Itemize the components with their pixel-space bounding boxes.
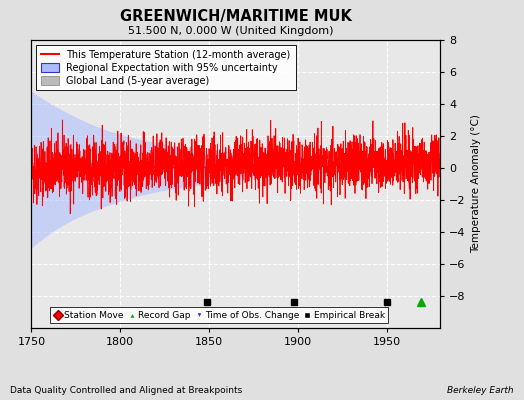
Text: Berkeley Earth: Berkeley Earth <box>447 386 514 395</box>
Legend: Station Move, Record Gap, Time of Obs. Change, Empirical Break: Station Move, Record Gap, Time of Obs. C… <box>50 307 388 324</box>
Title: GREENWICH/MARITIME MUK: GREENWICH/MARITIME MUK <box>120 8 352 24</box>
Y-axis label: Temperature Anomaly (°C): Temperature Anomaly (°C) <box>471 114 481 254</box>
Text: Data Quality Controlled and Aligned at Breakpoints: Data Quality Controlled and Aligned at B… <box>10 386 243 395</box>
Text: 51.500 N, 0.000 W (United Kingdom): 51.500 N, 0.000 W (United Kingdom) <box>128 26 333 36</box>
